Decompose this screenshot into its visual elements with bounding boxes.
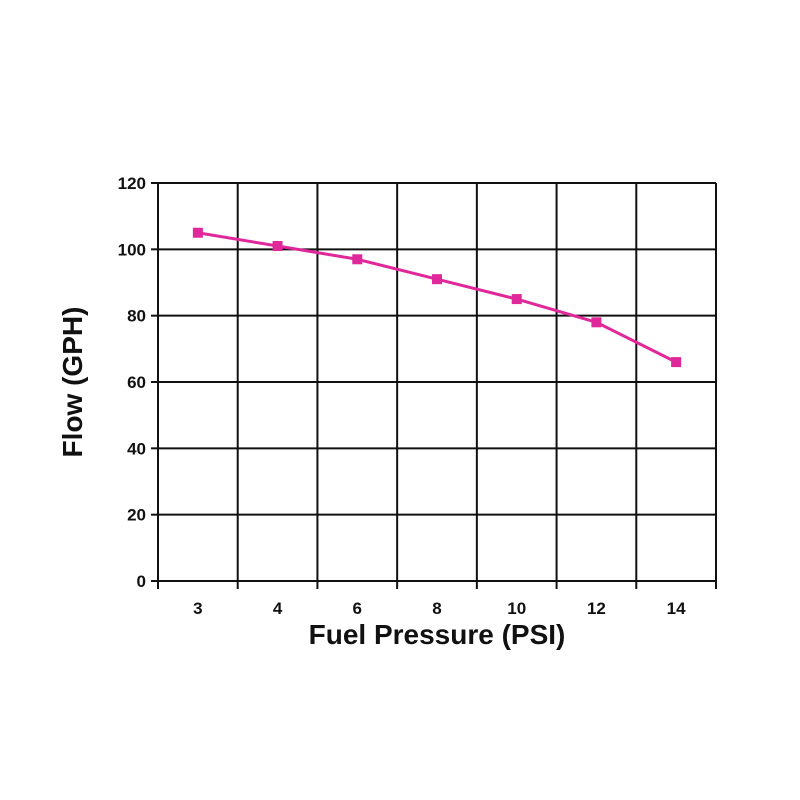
- y-axis-ticks: 0 20 40 60 80 100 120: [118, 174, 146, 591]
- data-point-marker: [352, 254, 363, 265]
- x-tick-label: 6: [353, 599, 362, 618]
- y-tick-label: 100: [118, 240, 146, 259]
- x-tick-label: 14: [667, 599, 686, 618]
- y-tick-label: 120: [118, 174, 146, 193]
- series: [192, 227, 682, 368]
- x-axis-ticks: 3 4 6 8 10 12 14: [193, 599, 686, 618]
- data-point-marker: [192, 227, 203, 238]
- series-line: [197, 231, 677, 364]
- data-point-marker: [591, 317, 602, 328]
- x-tick-label: 3: [193, 599, 202, 618]
- y-tick-label: 80: [127, 307, 146, 326]
- data-point-marker: [432, 274, 442, 285]
- x-tick-label: 8: [432, 599, 441, 618]
- y-tick-label: 0: [137, 572, 146, 591]
- x-tick-label: 12: [587, 599, 606, 618]
- data-point-marker: [671, 357, 682, 368]
- data-point-marker: [511, 294, 522, 305]
- x-axis-title: Fuel Pressure (PSI): [309, 619, 566, 650]
- y-tick-label: 40: [127, 439, 146, 458]
- y-tick-label: 20: [127, 506, 146, 525]
- x-tick-label: 4: [273, 599, 283, 618]
- grid: [151, 182, 717, 589]
- y-axis-title: Flow (GPH): [57, 307, 88, 458]
- data-point-marker: [272, 241, 283, 252]
- x-tick-label: 10: [507, 599, 526, 618]
- y-tick-label: 60: [127, 373, 146, 392]
